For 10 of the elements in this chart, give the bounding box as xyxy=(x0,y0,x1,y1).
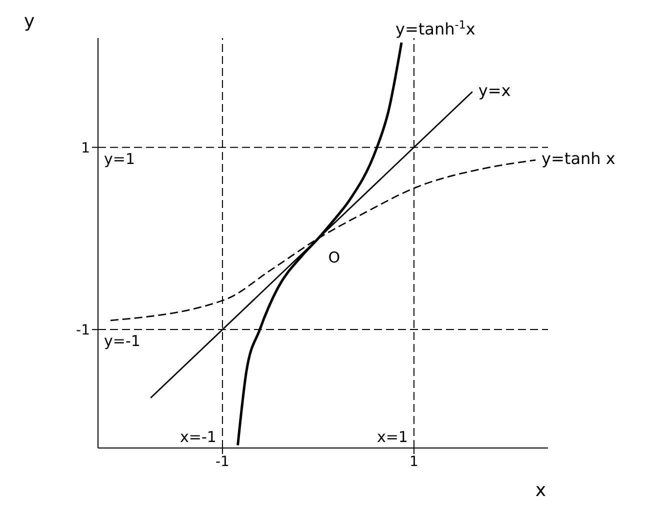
series-label: y=x xyxy=(478,80,511,100)
ref-line-label: y=-1 xyxy=(104,332,140,350)
annotation: O xyxy=(328,248,340,266)
ref-line-label: x=-1 xyxy=(180,428,216,446)
ref-line-label: x=1 xyxy=(376,428,408,446)
ref-line-label: y=1 xyxy=(104,150,135,168)
y-axis-title: y xyxy=(24,10,35,32)
x-axis-title: x xyxy=(535,480,546,501)
series-label: y=tanh x xyxy=(542,149,616,168)
series-label: y=tanh$^{-1}$x xyxy=(396,18,476,39)
